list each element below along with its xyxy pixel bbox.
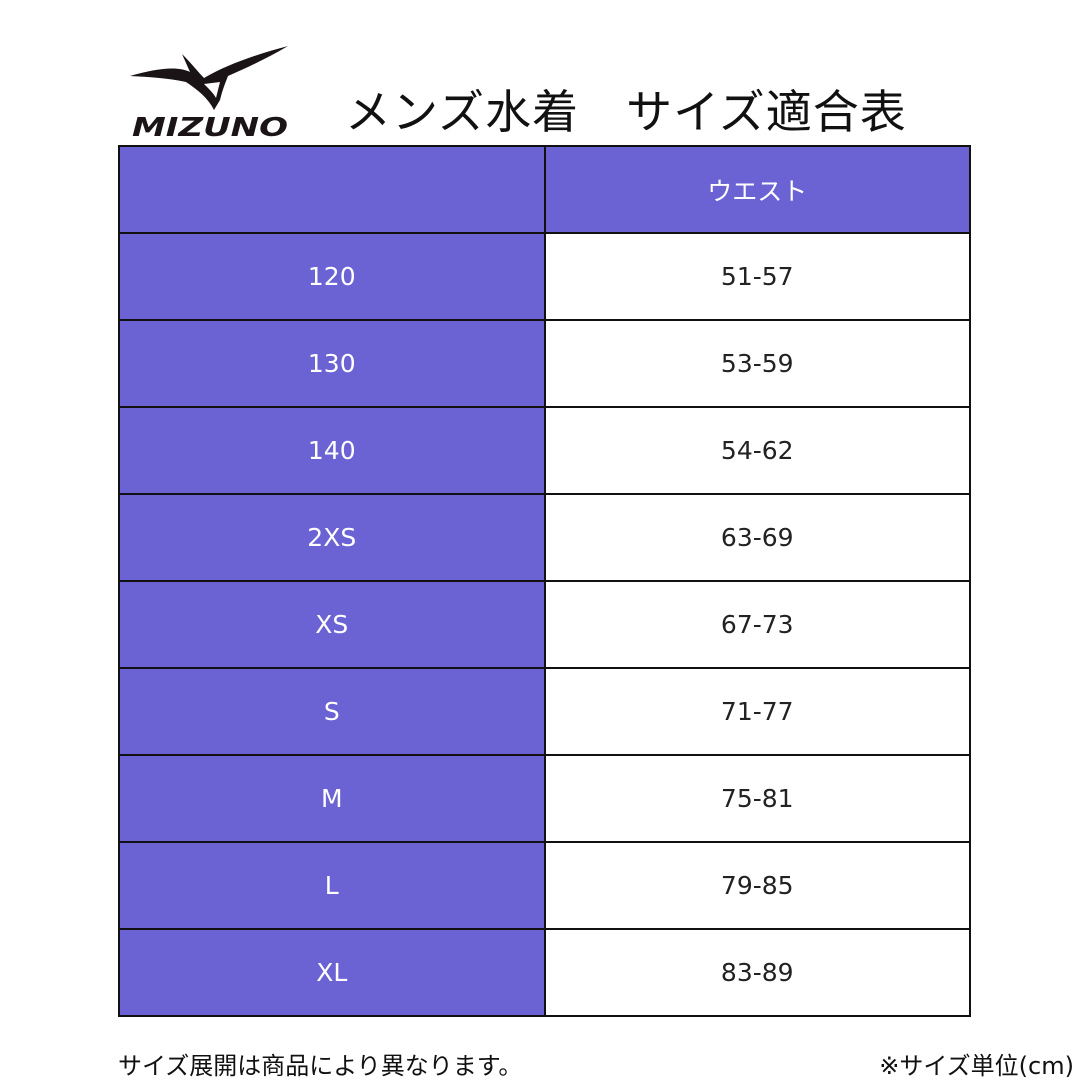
size-cell: 140 <box>118 406 546 495</box>
table-row: 120 51-57 <box>118 232 971 321</box>
waist-cell: 53-59 <box>543 319 971 408</box>
table-row: 2XS 63-69 <box>118 493 971 582</box>
header-size <box>118 145 546 234</box>
waist-cell: 51-57 <box>543 232 971 321</box>
size-cell: 2XS <box>118 493 546 582</box>
table-row: 130 53-59 <box>118 319 971 408</box>
table-row: M 75-81 <box>118 754 971 843</box>
waist-cell: 63-69 <box>543 493 971 582</box>
table-row: XS 67-73 <box>118 580 971 669</box>
waist-cell: 71-77 <box>543 667 971 756</box>
header-waist: ウエスト <box>543 145 971 234</box>
waist-cell: 54-62 <box>543 406 971 495</box>
table-header-row: ウエスト <box>118 145 971 234</box>
waist-cell: 75-81 <box>543 754 971 843</box>
table-row: XL 83-89 <box>118 928 971 1017</box>
size-cell: 120 <box>118 232 546 321</box>
waist-cell: 67-73 <box>543 580 971 669</box>
size-cell: M <box>118 754 546 843</box>
size-table: ウエスト 120 51-57 130 53-59 140 54-62 2XS 63-69 XS 6… <box>118 145 971 1017</box>
size-cell: 130 <box>118 319 546 408</box>
table-row: 140 54-62 <box>118 406 971 495</box>
table-row: L 79-85 <box>118 841 971 930</box>
size-cell: L <box>118 841 546 930</box>
size-cell: S <box>118 667 546 756</box>
footer-unit: ※サイズ単位(cm) <box>879 1052 1074 1080</box>
svg-text:MIZUNO: MIZUNO <box>132 113 288 142</box>
size-cell: XS <box>118 580 546 669</box>
waist-cell: 83-89 <box>543 928 971 1017</box>
waist-cell: 79-85 <box>543 841 971 930</box>
size-cell: XL <box>118 928 546 1017</box>
mizuno-logo: MIZUNO <box>130 46 288 142</box>
table-row: S 71-77 <box>118 667 971 756</box>
footer-note: サイズ展開は商品により異なります。 <box>118 1052 523 1080</box>
page-title: メンズ水着 サイズ適合表 <box>345 85 907 139</box>
